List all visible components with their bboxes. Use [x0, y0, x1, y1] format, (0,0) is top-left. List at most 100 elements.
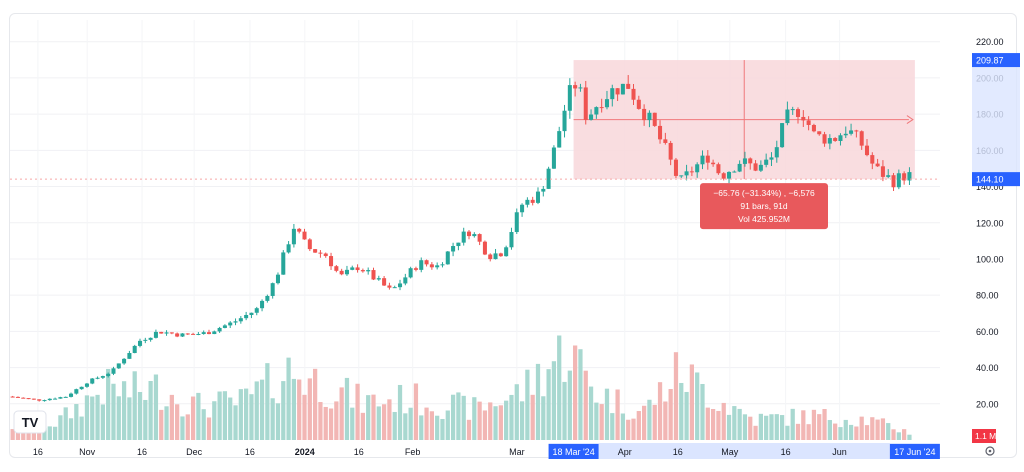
volume-bar — [190, 396, 196, 440]
candle-body — [318, 252, 323, 254]
volume-bar — [58, 415, 63, 440]
candle-body — [429, 264, 434, 268]
volume-bar — [350, 407, 355, 440]
y-tick-label: 220.00 — [976, 37, 1004, 47]
candle-body — [435, 265, 440, 268]
candle-body — [567, 85, 572, 111]
volume-bar — [838, 427, 843, 440]
volume-bar — [265, 363, 270, 440]
volume-bar — [567, 370, 572, 440]
volume-bar — [732, 406, 737, 440]
end-date-label-text: 17 Jun '24 — [894, 447, 935, 457]
candle-body — [604, 99, 609, 108]
gear-icon-ring — [985, 446, 995, 456]
measure-tooltip: −65.76 (−31.34%) , −6,576 91 bars, 91d Vol… — [700, 183, 828, 230]
volume-bar — [806, 424, 811, 440]
candle-body — [291, 228, 296, 245]
top-price-label: 209.87 — [972, 53, 1020, 68]
current-volume-label-text: 1.1 M — [975, 431, 996, 441]
y-tick-label: 20.00 — [976, 399, 999, 409]
candle-body — [727, 171, 732, 179]
candle-body — [53, 398, 58, 400]
volume-bar — [583, 370, 588, 440]
volume-bar — [891, 429, 896, 440]
volume-bar — [344, 377, 350, 440]
current-price-label: 144.10 — [972, 172, 1020, 187]
x-tick-label: 2024 — [295, 447, 315, 457]
candle-body — [817, 131, 822, 135]
candle-body — [631, 88, 636, 100]
volume-bar — [551, 361, 557, 440]
gear-icon[interactable] — [985, 446, 995, 456]
tooltip-change-text: −65.76 (−31.34%) , −6,576 — [713, 188, 815, 198]
volume-bar — [779, 415, 785, 440]
candle-body — [116, 363, 121, 369]
candle-body — [228, 322, 233, 326]
candle-body — [870, 155, 875, 164]
volume-bar — [604, 388, 610, 440]
volume-bar — [689, 364, 695, 440]
volume-bar — [244, 388, 249, 440]
volume-bar — [610, 413, 615, 440]
volume-bar — [185, 414, 190, 440]
candle-body — [589, 114, 594, 120]
candle-body — [424, 260, 429, 265]
volume-bar — [371, 394, 376, 440]
candle-body — [764, 159, 769, 165]
candle-body — [132, 345, 137, 354]
volume-bar — [742, 414, 748, 440]
candle-body — [732, 171, 737, 173]
candle-body — [557, 131, 562, 148]
candle-body — [164, 332, 169, 334]
volume-bar — [620, 413, 626, 440]
volume-bar — [578, 349, 583, 440]
candle-body — [329, 256, 334, 267]
volume-bar — [217, 391, 222, 440]
candle-body — [111, 368, 116, 374]
y-tick-label: 120.00 — [976, 218, 1004, 228]
volume-bar — [864, 425, 870, 440]
candle-body — [668, 142, 673, 160]
candle-body — [573, 85, 578, 89]
volume-bar — [827, 420, 832, 440]
candle-body — [323, 253, 328, 257]
candle-body — [684, 171, 689, 176]
volume-bar — [339, 387, 344, 440]
axis-range-band — [972, 60, 1020, 180]
volume-bar — [137, 392, 143, 440]
volume-bar — [111, 383, 116, 440]
candle-body — [201, 332, 206, 334]
candle-body — [833, 138, 838, 141]
volume-bar — [673, 352, 679, 440]
volume-bar — [461, 395, 466, 440]
candle-body — [440, 264, 445, 266]
candle-body — [859, 131, 864, 146]
volume-bar — [302, 394, 307, 440]
volume-bar — [546, 369, 551, 440]
volume-bar — [631, 418, 636, 440]
volume-bar — [811, 409, 817, 440]
volume-bar — [286, 357, 291, 440]
volume-bar — [535, 363, 541, 440]
candle-body — [578, 87, 583, 89]
candle-body — [79, 386, 84, 390]
volume-bars — [10, 335, 912, 440]
volume-bar — [573, 345, 578, 440]
volume-bar — [848, 424, 854, 440]
candle-body — [339, 270, 344, 275]
volume-bar — [642, 405, 647, 440]
axis-date-band — [548, 443, 940, 459]
y-tick-label: 40.00 — [976, 363, 999, 373]
volume-bar — [366, 395, 371, 440]
candle-body — [286, 244, 291, 253]
volume-bar — [710, 409, 716, 440]
volume-bar — [562, 381, 567, 440]
candle-body — [37, 399, 42, 401]
volume-bar — [275, 403, 281, 440]
volume-bar — [870, 417, 875, 440]
volume-bar — [450, 394, 456, 440]
volume-bar — [291, 378, 297, 440]
candle-body — [700, 155, 705, 165]
candle-body — [350, 267, 355, 270]
